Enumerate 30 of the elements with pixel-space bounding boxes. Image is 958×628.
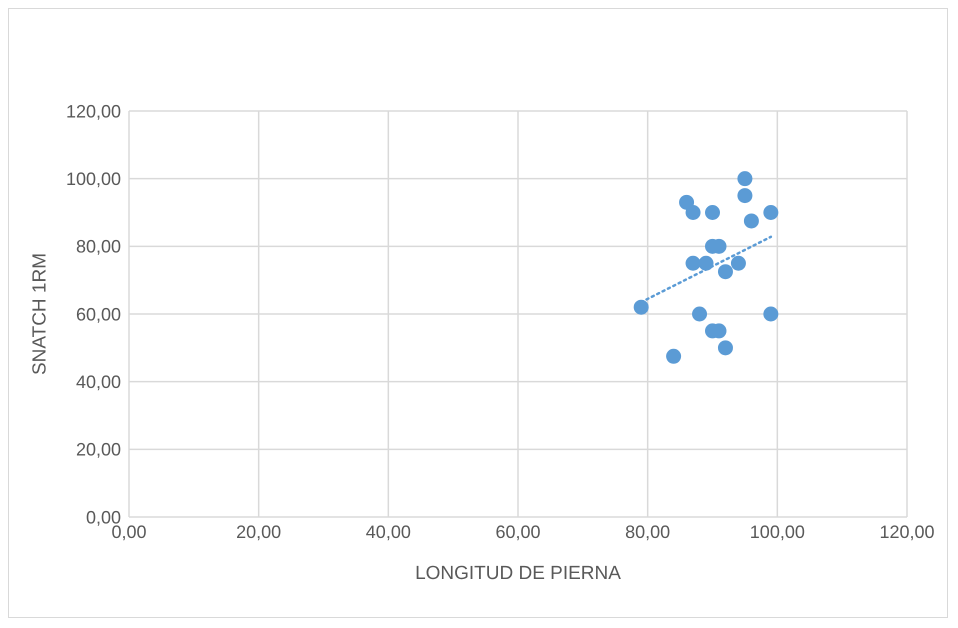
y-tick-label: 40,00 bbox=[76, 372, 121, 392]
y-tick-label: 0,00 bbox=[86, 507, 121, 528]
x-tick-label: 120,00 bbox=[879, 522, 935, 542]
point bbox=[686, 205, 701, 220]
point bbox=[730, 256, 746, 271]
point bbox=[737, 171, 752, 186]
x-tick-label: 60,00 bbox=[495, 522, 541, 542]
y-tick-label: 80,00 bbox=[76, 236, 121, 257]
point bbox=[686, 256, 701, 271]
x-axis-title: LONGITUD DE PIERNA bbox=[415, 563, 622, 584]
x-tick-label: 100,00 bbox=[750, 522, 805, 542]
x-tick-label: 40,00 bbox=[366, 522, 411, 542]
point bbox=[718, 264, 733, 280]
y-axis-title: SNATCH 1RM bbox=[30, 252, 51, 376]
point bbox=[705, 205, 720, 220]
x-tick-label: 20,00 bbox=[236, 522, 282, 542]
point bbox=[744, 213, 759, 228]
point bbox=[692, 306, 708, 322]
point bbox=[634, 300, 649, 315]
point bbox=[666, 348, 682, 364]
y-tick-label: 20,00 bbox=[76, 440, 121, 460]
y-tick-label: 100,00 bbox=[66, 169, 121, 190]
point bbox=[718, 340, 733, 356]
point bbox=[737, 188, 752, 204]
point bbox=[698, 256, 714, 271]
y-tick-label: 60,00 bbox=[76, 304, 121, 324]
y-tick-label: 120,00 bbox=[66, 101, 121, 122]
point bbox=[763, 205, 778, 220]
x-tick-label: 80,00 bbox=[625, 522, 670, 542]
point bbox=[763, 306, 778, 322]
